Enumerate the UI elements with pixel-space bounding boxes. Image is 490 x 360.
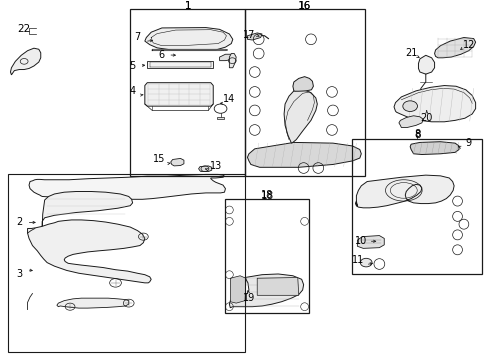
Polygon shape bbox=[198, 166, 212, 172]
Text: 7: 7 bbox=[134, 32, 141, 42]
Polygon shape bbox=[247, 143, 361, 167]
Text: 21: 21 bbox=[405, 48, 417, 58]
Polygon shape bbox=[418, 55, 435, 74]
Polygon shape bbox=[284, 90, 318, 143]
Text: 18: 18 bbox=[260, 191, 273, 201]
Polygon shape bbox=[152, 49, 228, 51]
Text: 14: 14 bbox=[223, 94, 236, 104]
Text: 20: 20 bbox=[420, 113, 433, 122]
Text: 15: 15 bbox=[153, 154, 166, 165]
Text: 19: 19 bbox=[243, 293, 255, 303]
Text: 6: 6 bbox=[158, 50, 164, 60]
Polygon shape bbox=[220, 54, 233, 60]
Polygon shape bbox=[29, 174, 225, 199]
Text: 1: 1 bbox=[185, 1, 191, 11]
Polygon shape bbox=[435, 37, 476, 58]
Polygon shape bbox=[145, 28, 233, 50]
Polygon shape bbox=[293, 77, 314, 91]
Polygon shape bbox=[419, 92, 433, 100]
Polygon shape bbox=[247, 33, 262, 40]
Text: 4: 4 bbox=[129, 86, 136, 96]
Text: 13: 13 bbox=[210, 161, 222, 171]
Polygon shape bbox=[357, 235, 384, 248]
Bar bbox=[352, 139, 482, 274]
Circle shape bbox=[360, 258, 372, 267]
Polygon shape bbox=[217, 117, 224, 118]
Text: 16: 16 bbox=[298, 1, 311, 11]
Polygon shape bbox=[147, 60, 213, 68]
Bar bbox=[130, 9, 245, 176]
Text: 3: 3 bbox=[16, 269, 23, 279]
Polygon shape bbox=[27, 220, 151, 283]
Polygon shape bbox=[410, 142, 459, 154]
Polygon shape bbox=[10, 48, 41, 75]
Polygon shape bbox=[171, 158, 184, 166]
Polygon shape bbox=[229, 274, 304, 308]
Text: 10: 10 bbox=[355, 236, 368, 246]
Polygon shape bbox=[257, 278, 299, 295]
Bar bbox=[225, 199, 309, 313]
Polygon shape bbox=[355, 175, 454, 208]
Text: 22: 22 bbox=[18, 24, 31, 33]
Text: 8: 8 bbox=[415, 129, 420, 139]
Polygon shape bbox=[399, 116, 423, 127]
Text: 9: 9 bbox=[466, 138, 472, 148]
Polygon shape bbox=[42, 192, 133, 229]
Circle shape bbox=[403, 101, 417, 112]
Text: 16: 16 bbox=[298, 1, 311, 11]
Polygon shape bbox=[145, 83, 213, 106]
Text: 12: 12 bbox=[463, 40, 475, 50]
Text: 5: 5 bbox=[129, 60, 136, 71]
Polygon shape bbox=[230, 276, 246, 303]
Bar bbox=[8, 174, 245, 352]
Text: 2: 2 bbox=[16, 217, 23, 228]
Text: 17: 17 bbox=[243, 30, 255, 40]
Polygon shape bbox=[394, 86, 476, 122]
Text: 11: 11 bbox=[352, 256, 365, 265]
Text: 1: 1 bbox=[185, 1, 191, 11]
Bar bbox=[245, 9, 365, 176]
Text: 18: 18 bbox=[261, 190, 273, 200]
Polygon shape bbox=[229, 54, 236, 68]
Text: 8: 8 bbox=[414, 130, 421, 140]
Polygon shape bbox=[57, 298, 129, 308]
